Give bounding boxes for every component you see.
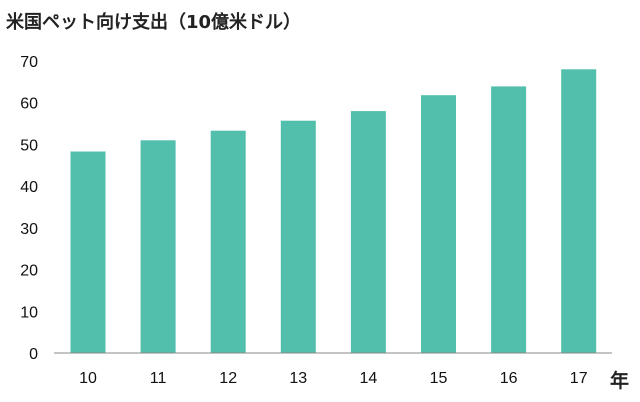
y-tick-label: 70 — [20, 54, 38, 71]
bar-11 — [140, 140, 176, 353]
chart-title: 米国ペット向け支出（10億米ドル） — [6, 12, 302, 33]
x-axis-label: 年 — [610, 370, 630, 392]
y-axis-ticks: 0 10 20 30 40 50 60 70 — [20, 54, 38, 363]
x-tick-label-14: 14 — [360, 370, 378, 387]
x-tick-label-12: 12 — [219, 370, 237, 387]
x-tick-label-16: 16 — [500, 370, 518, 387]
bar-17 — [561, 69, 597, 354]
x-axis-ticks: 10 11 12 13 14 15 16 17 — [79, 370, 588, 387]
x-tick-label-11: 11 — [150, 370, 167, 387]
y-tick-label: 20 — [20, 263, 38, 280]
y-tick-label: 30 — [20, 221, 38, 238]
bar-15 — [421, 95, 456, 353]
bar-14 — [350, 111, 386, 353]
bars-group — [70, 69, 597, 354]
x-tick-label-13: 13 — [289, 370, 307, 387]
bar-12 — [210, 130, 246, 353]
y-tick-label: 0 — [29, 346, 38, 363]
y-tick-label: 60 — [20, 96, 38, 113]
x-tick-label-17: 17 — [570, 370, 588, 387]
y-tick-label: 40 — [20, 179, 38, 196]
bar-16 — [491, 86, 527, 354]
y-tick-label: 10 — [20, 304, 38, 321]
bar-13 — [280, 120, 316, 353]
x-tick-label-10: 10 — [79, 370, 97, 387]
y-tick-label: 50 — [20, 137, 38, 154]
x-tick-label-15: 15 — [430, 370, 448, 387]
bar-10 — [70, 151, 106, 353]
